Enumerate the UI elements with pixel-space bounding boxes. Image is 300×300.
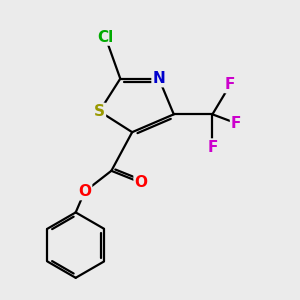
Text: O: O <box>135 175 148 190</box>
Text: S: S <box>94 104 105 119</box>
Text: Cl: Cl <box>97 30 113 45</box>
Text: O: O <box>78 184 91 199</box>
Text: N: N <box>152 71 165 86</box>
Text: F: F <box>207 140 218 154</box>
Text: F: F <box>231 116 242 131</box>
Text: F: F <box>225 77 236 92</box>
